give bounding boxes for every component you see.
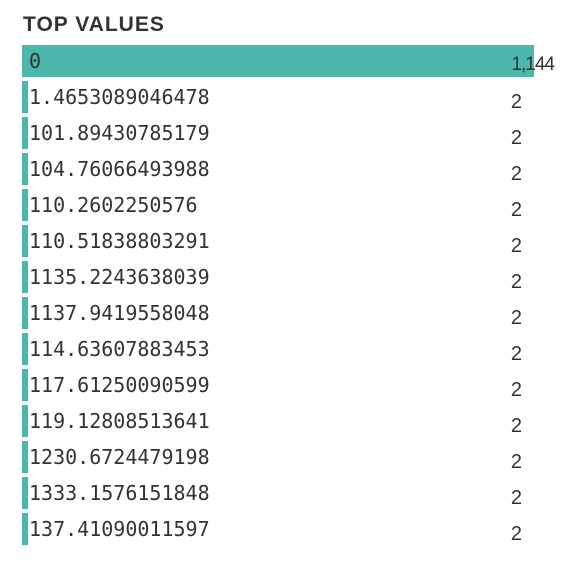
value-label: 117.61250090599 (29, 373, 210, 397)
value-count: 2 (510, 127, 522, 149)
value-bar (22, 117, 28, 149)
value-bar (22, 189, 28, 221)
value-row: 1.4653089046478 2 (22, 81, 542, 117)
value-label: 1135.2243638039 (29, 265, 210, 289)
value-row: 1230.6724479198 2 (22, 441, 542, 477)
value-bar (22, 153, 28, 185)
value-row: 117.61250090599 2 (22, 369, 542, 405)
value-count: 2 (510, 307, 522, 329)
value-bar (22, 441, 28, 473)
value-row: 137.41090011597 2 (22, 513, 542, 549)
value-row: 1135.2243638039 2 (22, 261, 542, 297)
value-bar (22, 513, 28, 545)
value-bar (22, 405, 28, 437)
value-row: 1137.9419558048 2 (22, 297, 542, 333)
value-row: 110.51838803291 2 (22, 225, 542, 261)
value-label: 110.51838803291 (29, 229, 210, 253)
value-bar (22, 333, 28, 365)
value-count: 2 (510, 451, 522, 473)
value-count: 2 (510, 487, 522, 509)
value-label: 114.63607883453 (29, 337, 210, 361)
value-label: 101.89430785179 (29, 121, 210, 145)
value-row: 0 1,144 (22, 45, 555, 81)
value-label: 1.4653089046478 (29, 85, 210, 109)
value-bar (22, 81, 28, 113)
value-label: 137.41090011597 (29, 517, 210, 541)
value-count: 2 (510, 199, 522, 221)
top-values-list: 0 1,144 1.4653089046478 2 101.89430785179 2 10… (22, 45, 555, 549)
value-row: 114.63607883453 2 (22, 333, 542, 369)
value-row: 1333.1576151848 2 (22, 477, 542, 513)
value-count: 1,144 (511, 54, 555, 75)
value-label: 104.76066493988 (29, 157, 210, 181)
value-label: 110.2602250576 (29, 193, 198, 217)
value-count: 2 (510, 343, 522, 365)
value-label: 119.12808513641 (29, 409, 210, 433)
value-label: 1230.6724479198 (29, 445, 210, 469)
value-bar (22, 297, 28, 329)
value-bar (22, 261, 28, 293)
value-label: 0 (29, 49, 42, 73)
value-row: 119.12808513641 2 (22, 405, 542, 441)
value-row: 101.89430785179 2 (22, 117, 542, 153)
value-bar (22, 477, 28, 509)
value-bar (22, 369, 28, 401)
value-row: 110.2602250576 2 (22, 189, 542, 225)
value-count: 2 (510, 163, 522, 185)
value-count: 2 (510, 415, 522, 437)
value-count: 2 (510, 379, 522, 401)
panel-title: TOP VALUES (23, 13, 165, 36)
value-bar (22, 45, 534, 77)
value-count: 2 (510, 271, 522, 293)
value-count: 2 (510, 235, 522, 257)
value-label: 1333.1576151848 (29, 481, 210, 505)
value-count: 2 (510, 523, 522, 545)
value-row: 104.76066493988 2 (22, 153, 542, 189)
value-bar (22, 225, 28, 257)
value-label: 1137.9419558048 (29, 301, 210, 325)
value-count: 2 (510, 91, 522, 113)
